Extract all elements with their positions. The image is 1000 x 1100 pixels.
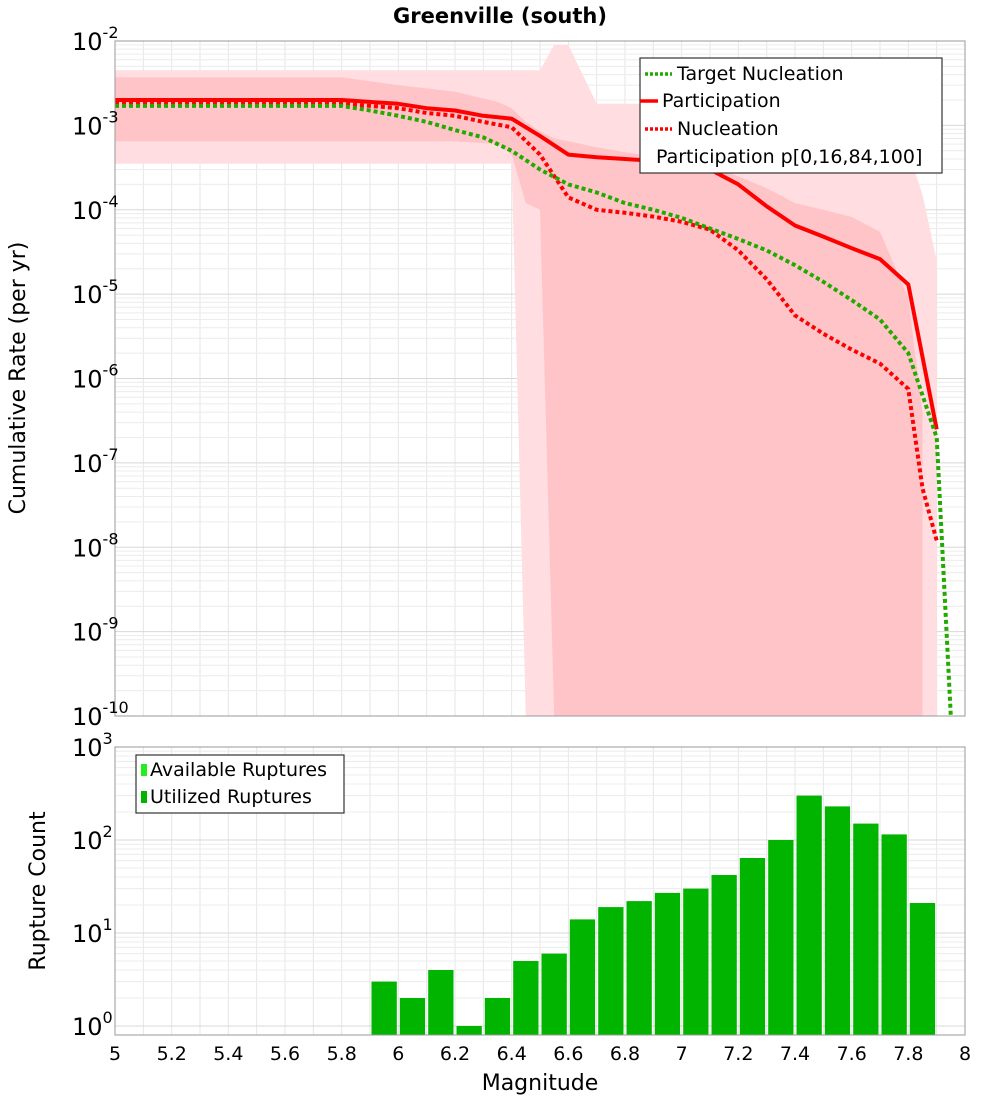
y-tick-label: 102	[72, 822, 113, 855]
series-line-participation	[115, 98, 939, 430]
x-ticks: 5 5.2 5.4 5.6 5.8 6 6.2 6.4 6.6 6.8 7 7.2 7.4 7.6 7.8 8	[109, 1043, 971, 1065]
y-tick-label: 10-2	[72, 23, 119, 56]
x-tick-label: 6.4	[497, 1043, 527, 1065]
y-tick-label: 100	[72, 1008, 113, 1041]
y-tick-label: 10-4	[72, 192, 119, 225]
bar-m7.65	[853, 823, 879, 1035]
rupture-bars	[371, 795, 936, 1035]
series-line-nucleation	[115, 101, 939, 542]
y-tick-label: 10-7	[72, 445, 119, 478]
y-tick-label: 10-9	[72, 614, 119, 647]
x-tick-label: 7.8	[893, 1043, 923, 1065]
x-tick-label: 8	[959, 1043, 971, 1065]
series-line-target-nucleation	[115, 103, 953, 717]
y-tick-label: 10-3	[72, 107, 119, 140]
bar-m7.75	[881, 834, 907, 1035]
x-tick-label: 5.8	[327, 1043, 357, 1065]
y-tick-label: 10-6	[72, 361, 119, 394]
rupture-plot-frame	[114, 746, 966, 1036]
rupture-y-ticks: 103 102 101 100	[72, 729, 113, 1041]
x-tick-label: 5.6	[270, 1043, 300, 1065]
rate-y-ticks: 10-2 10-3 10-4 10-5 10-6 10-7 10-8 10-9 10-10	[72, 23, 129, 731]
participation-bands	[115, 44, 937, 716]
bar-m5.95	[371, 981, 397, 1035]
y-tick-label: 10-8	[72, 529, 119, 562]
rupture-legend-box	[135, 754, 345, 814]
bar-m7.85	[909, 903, 936, 1035]
legend-label-participation: Participation	[662, 90, 781, 112]
x-tick-label: 5	[109, 1043, 121, 1065]
x-tick-label: 6.6	[553, 1043, 583, 1065]
y-tick-label: 101	[72, 915, 113, 948]
bar-m6.85	[626, 901, 652, 1035]
x-tick-label: 7	[676, 1043, 688, 1065]
rate-y-axis-label: Cumulative Rate (per yr)	[6, 242, 31, 515]
legend-swatch-available	[141, 764, 147, 776]
x-tick-label: 5.4	[213, 1043, 243, 1065]
bar-m7.55	[824, 806, 851, 1035]
legend-label-available: Available Ruptures	[150, 759, 327, 781]
bar-m6.65	[569, 919, 596, 1035]
bar-m6.75	[598, 907, 624, 1035]
legend-label-nucleation: Nucleation	[677, 118, 779, 140]
bar-m7.45	[796, 795, 822, 1035]
x-tick-label: 6	[392, 1043, 404, 1065]
rupture-count-plot: 103 102 101 100 5 5.2 5.4 5.6 5.8 6 6.2 6.4 6.6 6.8 7…	[26, 729, 971, 1096]
rupture-y-axis-label: Rupture Count	[26, 811, 51, 971]
legend-swatch-utilized	[141, 791, 147, 803]
bar-m6.95	[654, 892, 681, 1035]
x-tick-label: 7.2	[723, 1043, 753, 1065]
bar-m6.05	[399, 998, 426, 1035]
rate-plot: 10-2 10-3 10-4 10-5 10-6 10-7 10-8 10-9 10-10 Cu…	[6, 23, 966, 731]
y-tick-label: 10-5	[72, 276, 119, 309]
rate-legend: Target Nucleation Participation Nucleati…	[639, 57, 943, 174]
bar-m6.15	[428, 970, 454, 1035]
band-p16-p84	[115, 77, 923, 716]
x-tick-label: 7.6	[837, 1043, 867, 1065]
chart-title: Greenville (south)	[393, 4, 607, 28]
rate-plot-frame	[114, 40, 966, 717]
legend-label-utilized: Utilized Ruptures	[150, 786, 312, 808]
bar-m7.15	[711, 875, 737, 1035]
x-tick-label: 6.8	[610, 1043, 640, 1065]
bar-m6.55	[541, 953, 567, 1035]
x-tick-label: 5.2	[157, 1043, 187, 1065]
rate-series-lines	[115, 98, 953, 717]
y-tick-label: 10-10	[72, 698, 129, 731]
rate-legend-box	[639, 57, 943, 174]
bar-m6.25	[456, 1026, 482, 1035]
bar-m7.25	[739, 858, 766, 1035]
legend-label-target-nucleation: Target Nucleation	[676, 63, 844, 85]
bar-m6.45	[513, 961, 539, 1035]
x-tick-label: 7.4	[780, 1043, 810, 1065]
rupture-legend: Available Ruptures Utilized Ruptures	[135, 754, 345, 814]
x-tick-label: 6.2	[440, 1043, 470, 1065]
bar-m6.35	[484, 998, 511, 1035]
x-axis-label: Magnitude	[482, 1071, 599, 1096]
bar-m7.05	[683, 888, 709, 1035]
y-tick-label: 103	[72, 729, 113, 762]
legend-label-participation-band: Participation p[0,16,84,100]	[656, 146, 922, 168]
bar-m7.35	[768, 840, 794, 1035]
